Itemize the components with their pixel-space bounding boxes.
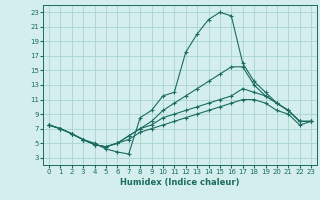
X-axis label: Humidex (Indice chaleur): Humidex (Indice chaleur) xyxy=(120,178,240,187)
